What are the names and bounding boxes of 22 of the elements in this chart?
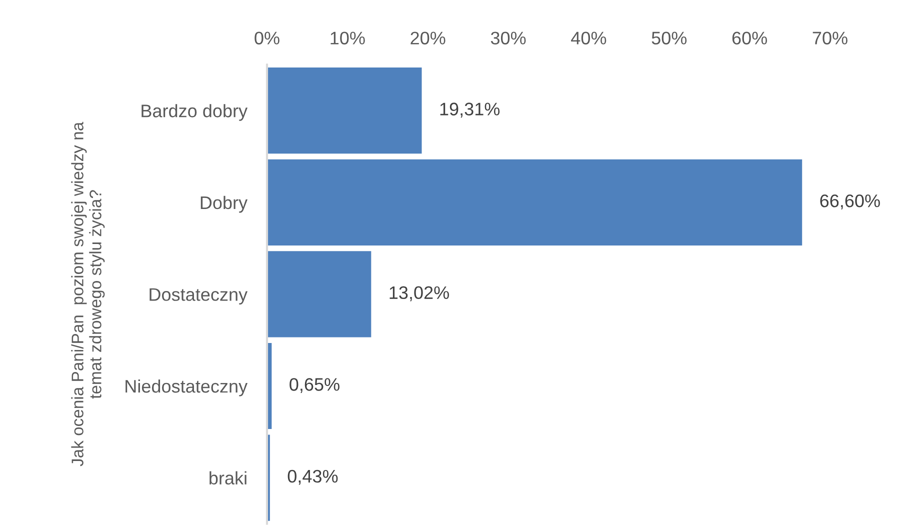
bar [267,250,372,338]
x-tick-label: 40% [571,32,606,44]
x-tick-label: 0% [254,32,280,44]
data-label: 0,43% [288,470,338,485]
bar [267,66,423,155]
bar [267,158,804,247]
x-tick-label: 20% [410,32,446,44]
y-tick-label: Niedostateczny [126,379,248,396]
x-tick-label: 50% [652,32,687,44]
data-label: 13,02% [390,286,449,302]
x-tick-label: 30% [490,32,526,44]
y-tick-label: braki [210,471,246,485]
data-label: 0,65% [290,378,340,393]
data-label: 19,31% [440,102,500,118]
y-axis-title: Jak ocenia Pani/Pan poziom swojej wiedzy na temat zdrowego stylu życia? [71,122,105,466]
x-tick-label: 60% [732,32,767,44]
x-tick-label: 10% [330,32,365,44]
y-tick-label: Dobry [200,196,248,213]
y-tick-label: Bardzo dobry [142,104,248,121]
data-label: 66,60% [820,194,880,210]
x-tick-label: 70% [812,32,848,44]
y-tick-label: Dostateczny [150,288,248,304]
